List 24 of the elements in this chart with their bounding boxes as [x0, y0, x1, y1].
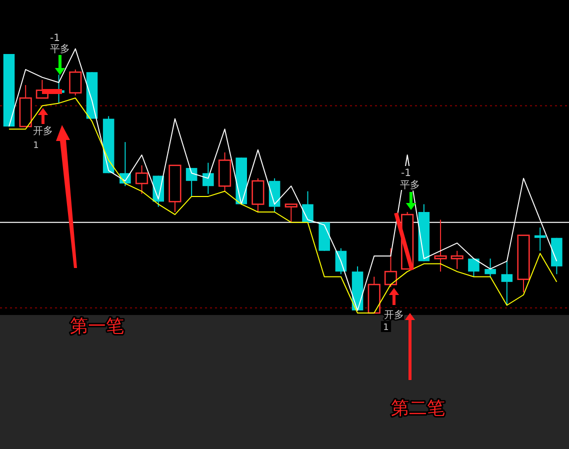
candlestick — [186, 167, 198, 197]
candlestick — [202, 162, 214, 194]
candlestick — [434, 219, 447, 272]
annotation: 开多 — [33, 125, 53, 137]
candlestick — [302, 190, 314, 223]
candlestick — [252, 178, 264, 212]
candlestick — [501, 260, 513, 306]
candlestick — [384, 248, 398, 288]
text: 第一笔 — [70, 316, 124, 337]
annotation: 平多 — [50, 43, 70, 55]
text: -1 — [50, 33, 60, 44]
candlestick — [468, 258, 480, 278]
candlestick — [534, 227, 546, 252]
candlestick — [484, 258, 496, 278]
text: 第二笔 — [391, 398, 445, 419]
candlestick — [450, 250, 464, 270]
text: 1 — [383, 323, 389, 333]
annotation: 开多 — [384, 309, 404, 321]
candlestick — [284, 204, 298, 223]
candlestick — [69, 69, 82, 96]
annotation: 1 — [33, 141, 39, 151]
annotation: 平多 — [400, 179, 420, 191]
annotation: -1 — [401, 168, 411, 179]
candlestick — [135, 164, 148, 194]
